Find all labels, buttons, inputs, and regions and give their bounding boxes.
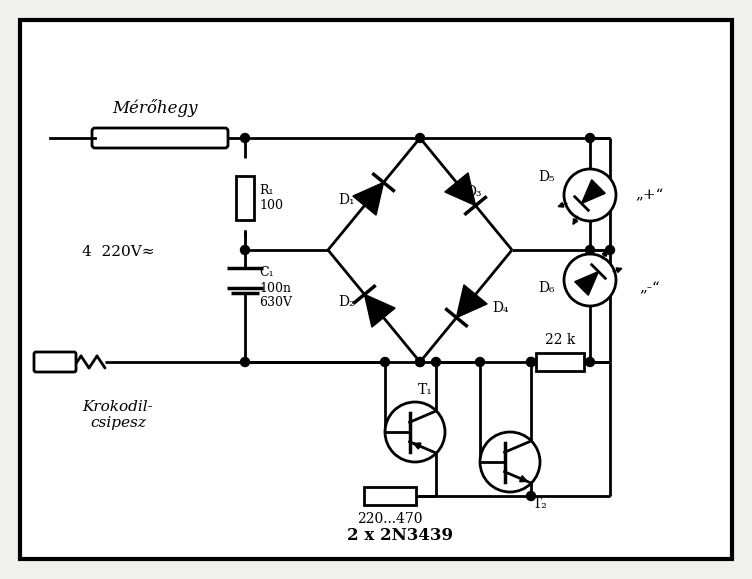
- Circle shape: [480, 432, 540, 492]
- Text: D₆: D₆: [538, 281, 555, 295]
- Circle shape: [381, 357, 390, 367]
- Circle shape: [432, 357, 441, 367]
- Text: C₁
100n
630V: C₁ 100n 630V: [259, 266, 292, 310]
- Circle shape: [564, 169, 616, 221]
- Circle shape: [416, 357, 424, 367]
- Text: 220...470: 220...470: [357, 512, 423, 526]
- Polygon shape: [353, 182, 384, 215]
- Polygon shape: [581, 179, 605, 203]
- Polygon shape: [365, 294, 395, 327]
- Circle shape: [564, 254, 616, 306]
- Text: R₁
100: R₁ 100: [259, 184, 283, 212]
- Bar: [536, 353, 584, 371]
- Polygon shape: [445, 173, 475, 206]
- Text: T₁: T₁: [417, 383, 432, 397]
- FancyBboxPatch shape: [34, 352, 76, 372]
- Text: D₂: D₂: [338, 295, 355, 309]
- Circle shape: [385, 402, 445, 462]
- Circle shape: [241, 245, 250, 255]
- Text: 2 x 2N3439: 2 x 2N3439: [347, 526, 453, 544]
- Circle shape: [416, 134, 424, 142]
- Polygon shape: [456, 285, 487, 318]
- Circle shape: [475, 357, 484, 367]
- Text: „-“: „-“: [640, 281, 660, 295]
- Text: D₁: D₁: [338, 193, 354, 207]
- Circle shape: [605, 245, 614, 255]
- Circle shape: [586, 134, 595, 142]
- Text: „+“: „+“: [635, 188, 664, 202]
- Polygon shape: [575, 272, 599, 295]
- Text: D₄: D₄: [492, 301, 508, 315]
- Text: Mérőhegy: Mérőhegy: [112, 99, 198, 117]
- Circle shape: [586, 357, 595, 367]
- Text: D₅: D₅: [538, 170, 555, 184]
- Text: 22 k: 22 k: [544, 333, 575, 347]
- Text: D₃: D₃: [465, 185, 482, 199]
- Circle shape: [416, 357, 424, 367]
- Bar: [236, 176, 254, 220]
- Circle shape: [241, 134, 250, 142]
- Circle shape: [241, 357, 250, 367]
- Circle shape: [526, 492, 535, 500]
- Circle shape: [526, 357, 535, 367]
- FancyBboxPatch shape: [92, 128, 228, 148]
- Circle shape: [586, 245, 595, 255]
- Text: 4  220V≈: 4 220V≈: [82, 245, 154, 259]
- Text: T₂: T₂: [532, 497, 547, 511]
- Circle shape: [526, 357, 535, 367]
- Text: Krokodil-
csipesz: Krokodil- csipesz: [83, 400, 153, 430]
- Bar: [364, 487, 416, 505]
